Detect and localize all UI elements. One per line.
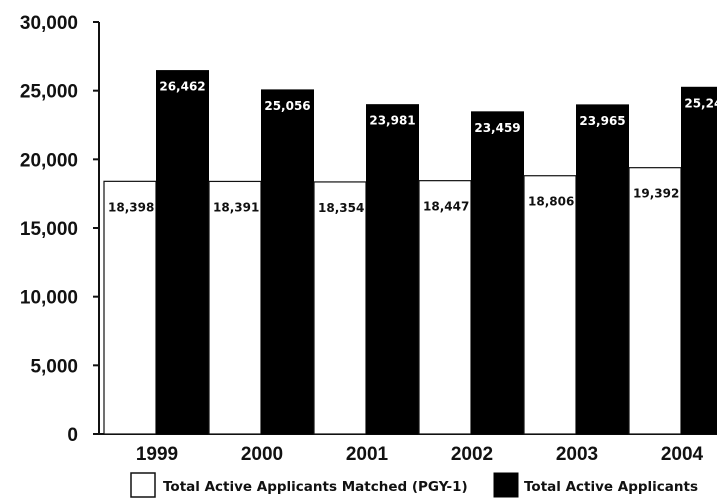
y-tick-label: 0 [67, 425, 78, 446]
bar-matched [628, 167, 682, 435]
bar-matched [418, 180, 472, 435]
y-tick-label: 20,000 [20, 150, 78, 171]
legend-swatch-matched [130, 472, 156, 498]
legend-label-matched: Total Active Applicants Matched (PGY-1) [163, 479, 468, 495]
y-tick-label: 5,000 [30, 356, 78, 377]
bar-matched [523, 175, 577, 435]
x-tick-label: 1999 [136, 444, 178, 465]
value-label-matched: 18,354 [318, 201, 364, 215]
bars: 18,398 26,462 18,391 25,056 18,354 23,981 18,4… [103, 70, 717, 435]
bar-total [576, 104, 629, 435]
bar-total [366, 104, 419, 435]
value-label-total: 23,981 [369, 114, 415, 128]
bar-matched [208, 180, 262, 435]
value-label-total: 23,459 [474, 121, 520, 135]
value-label-matched: 18,806 [528, 195, 574, 209]
legend: Total Active Applicants Matched (PGY-1) T… [130, 472, 698, 498]
bar-total [156, 70, 209, 435]
value-label-total: 25,246 [684, 96, 717, 110]
value-label-matched: 18,398 [108, 200, 154, 214]
value-label-total: 26,462 [159, 80, 205, 94]
legend-swatch-total [493, 472, 519, 498]
x-axis-labels: 1999 2000 2001 2002 2003 2004 [136, 444, 704, 465]
y-tick-label: 10,000 [20, 288, 78, 309]
y-tick-label: 30,000 [20, 13, 78, 34]
x-tick-label: 2000 [241, 444, 283, 465]
bar-matched [103, 180, 157, 435]
x-tick-label: 2004 [661, 444, 704, 465]
x-tick-label: 2002 [451, 444, 493, 465]
value-label-matched: 18,391 [213, 200, 259, 214]
y-tick-label: 25,000 [20, 82, 78, 103]
value-label-total: 23,965 [579, 114, 625, 128]
x-tick-label: 2001 [346, 444, 389, 465]
bar-total [261, 89, 314, 435]
bar-total [471, 111, 524, 435]
value-label-matched: 19,392 [633, 187, 679, 201]
bar-matched [313, 181, 367, 435]
x-tick-label: 2003 [556, 444, 598, 465]
value-label-total: 25,056 [264, 99, 310, 113]
legend-label-total: Total Active Applicants [524, 479, 698, 495]
bar-total [681, 86, 717, 435]
value-label-matched: 18,447 [423, 200, 469, 214]
y-tick-label: 15,000 [20, 219, 78, 240]
